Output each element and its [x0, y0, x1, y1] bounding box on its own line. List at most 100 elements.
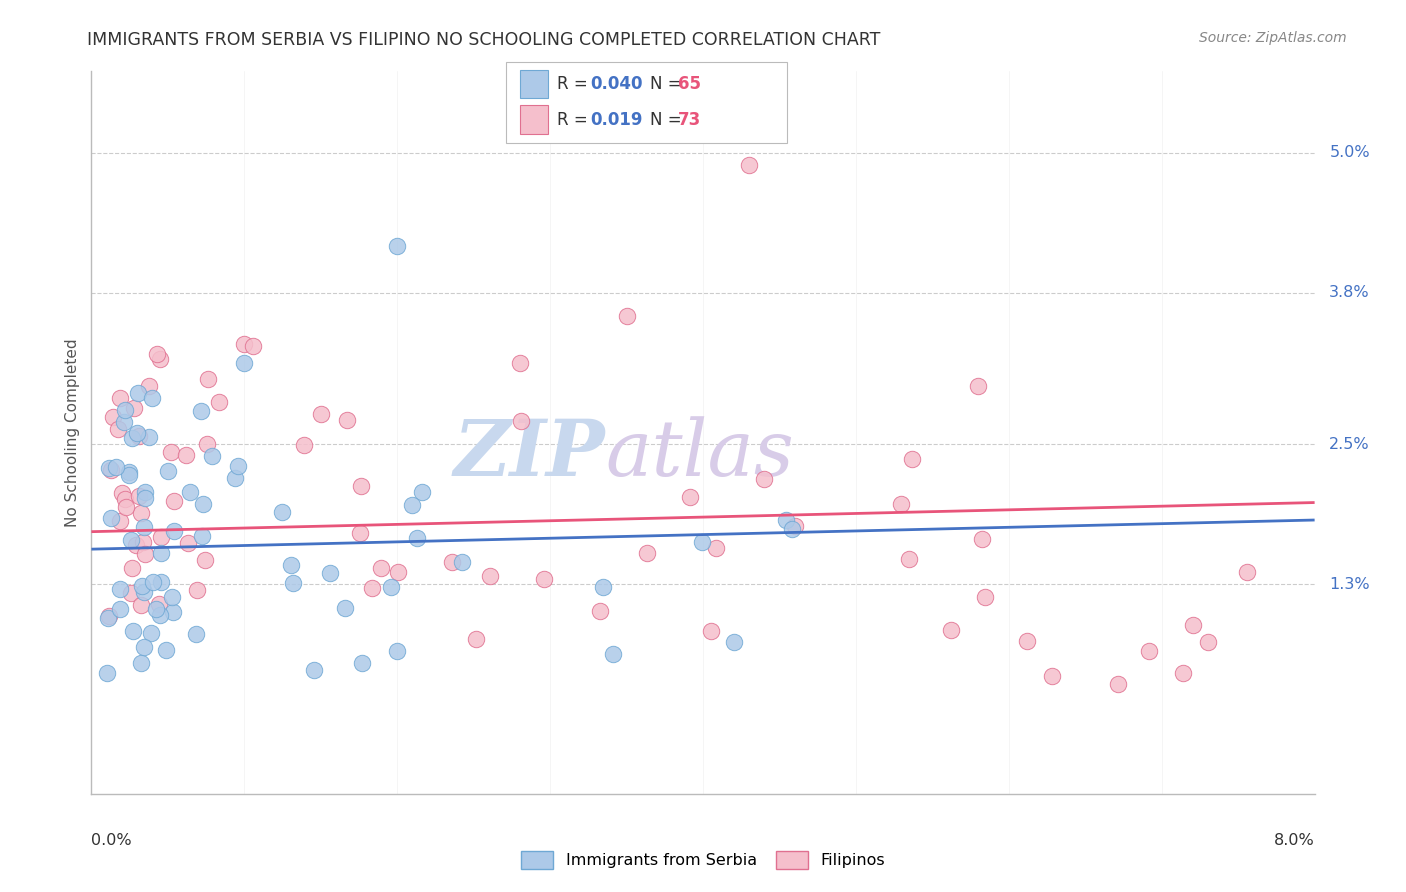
Point — [193, 497, 215, 511]
Point — [233, 356, 256, 370]
Point — [224, 471, 246, 485]
Point — [121, 560, 143, 574]
Point — [131, 579, 153, 593]
Point — [270, 505, 292, 519]
Point — [201, 449, 224, 463]
Point — [125, 538, 148, 552]
Point — [96, 665, 118, 680]
Point — [385, 239, 409, 253]
Point — [160, 591, 183, 605]
Point — [100, 463, 122, 477]
Text: N =: N = — [650, 111, 686, 128]
Point — [723, 635, 745, 649]
Point — [105, 460, 128, 475]
Point — [401, 498, 423, 512]
Point — [294, 438, 316, 452]
Point — [118, 465, 141, 479]
Point — [97, 610, 120, 624]
Point — [134, 491, 156, 506]
Point — [370, 561, 392, 575]
Point — [281, 575, 304, 590]
Text: 3.8%: 3.8% — [1329, 285, 1369, 301]
Point — [112, 416, 135, 430]
Point — [783, 519, 806, 533]
Point — [967, 379, 990, 393]
Point — [704, 541, 727, 555]
Point — [311, 407, 333, 421]
Point — [1197, 635, 1219, 649]
Point — [510, 414, 533, 428]
Point — [122, 401, 145, 416]
Point — [163, 524, 186, 539]
Point — [138, 429, 160, 443]
Point — [108, 602, 131, 616]
Point — [405, 532, 427, 546]
Legend: Immigrants from Serbia, Filipinos: Immigrants from Serbia, Filipinos — [520, 851, 886, 869]
Point — [97, 461, 120, 475]
Point — [280, 558, 302, 572]
Point — [149, 530, 172, 544]
Point — [156, 464, 179, 478]
Point — [692, 535, 714, 549]
Point — [132, 585, 155, 599]
Point — [754, 472, 776, 486]
Point — [101, 409, 124, 424]
Point — [128, 429, 150, 443]
Point — [1137, 643, 1160, 657]
Point — [1236, 565, 1258, 579]
Point — [441, 555, 464, 569]
Point — [186, 582, 208, 597]
Point — [110, 582, 132, 596]
Point — [208, 395, 231, 409]
Point — [588, 604, 610, 618]
Text: 2.5%: 2.5% — [1329, 437, 1369, 451]
Point — [387, 644, 409, 658]
Point — [134, 484, 156, 499]
Text: R =: R = — [557, 111, 593, 128]
Point — [336, 413, 359, 427]
Point — [898, 551, 921, 566]
Point — [233, 337, 256, 351]
Point — [780, 522, 803, 536]
Point — [333, 600, 356, 615]
Point — [118, 468, 141, 483]
Point — [195, 437, 218, 451]
Point — [132, 520, 155, 534]
Point — [108, 391, 131, 405]
Point — [1107, 677, 1129, 691]
Point — [974, 590, 997, 604]
Point — [350, 479, 373, 493]
Point — [179, 485, 201, 500]
Point — [1015, 633, 1038, 648]
Point — [148, 597, 170, 611]
Point — [350, 656, 373, 670]
Point — [127, 425, 149, 440]
Point — [387, 566, 409, 580]
Y-axis label: No Schooling Completed: No Schooling Completed — [65, 338, 80, 527]
Point — [114, 402, 136, 417]
Point — [149, 607, 172, 622]
Point — [141, 391, 163, 405]
Point — [319, 566, 342, 580]
Text: 65: 65 — [678, 75, 700, 93]
Point — [533, 572, 555, 586]
Point — [145, 601, 167, 615]
Point — [1173, 665, 1195, 680]
Point — [349, 526, 371, 541]
Point — [242, 338, 264, 352]
Point — [197, 371, 219, 385]
Point — [939, 624, 962, 638]
Point — [177, 536, 200, 550]
Point — [121, 586, 143, 600]
Point — [302, 663, 325, 677]
Point — [901, 451, 924, 466]
Point — [509, 356, 531, 370]
Point — [132, 534, 155, 549]
Point — [107, 422, 129, 436]
Point — [138, 379, 160, 393]
Point — [450, 555, 472, 569]
Point — [163, 494, 186, 508]
Point — [141, 625, 163, 640]
Point — [134, 640, 156, 654]
Point — [150, 575, 173, 590]
